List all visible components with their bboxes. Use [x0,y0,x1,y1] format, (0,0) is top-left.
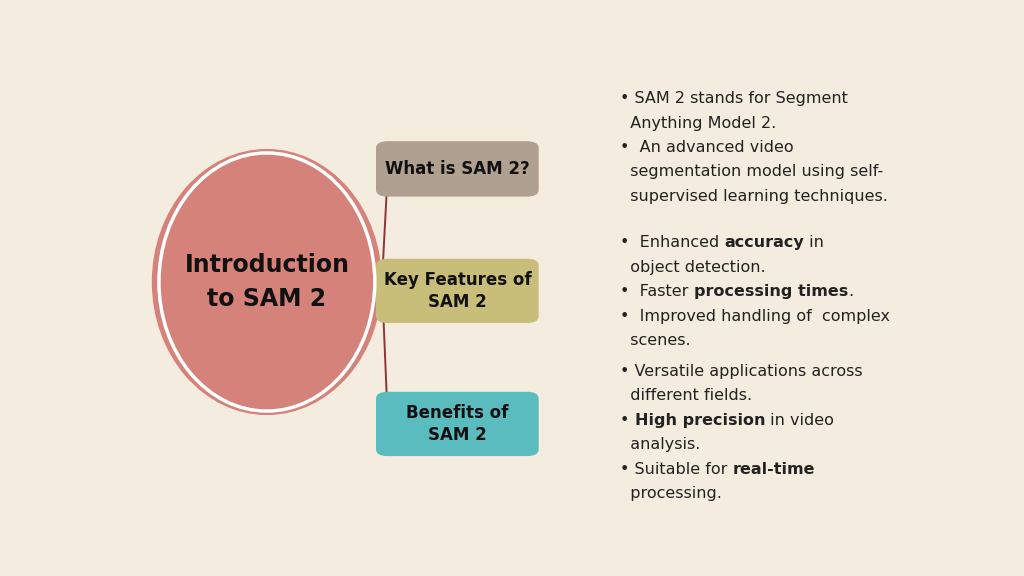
Ellipse shape [152,149,382,415]
Text: •  An advanced video: • An advanced video [620,140,794,155]
Text: What is SAM 2?: What is SAM 2? [385,160,529,178]
Text: Key Features of
SAM 2: Key Features of SAM 2 [384,271,531,311]
Text: Anything Model 2.: Anything Model 2. [620,116,776,131]
Text: •  Faster: • Faster [620,284,693,299]
Text: processing times: processing times [693,284,848,299]
Text: .: . [848,284,853,299]
Text: in: in [804,236,824,251]
Text: accuracy: accuracy [724,236,804,251]
Text: Benefits of
SAM 2: Benefits of SAM 2 [407,404,509,444]
Text: scenes.: scenes. [620,333,690,348]
Text: real-time: real-time [732,461,815,476]
Text: supervised learning techniques.: supervised learning techniques. [620,189,888,204]
Text: analysis.: analysis. [620,437,700,452]
Text: different fields.: different fields. [620,388,753,403]
FancyBboxPatch shape [376,141,539,196]
Text: • SAM 2 stands for Segment: • SAM 2 stands for Segment [620,92,848,107]
Text: processing.: processing. [620,486,722,501]
Text: • Versatile applications across: • Versatile applications across [620,364,862,379]
Text: •  Enhanced: • Enhanced [620,236,724,251]
Text: segmentation model using self-: segmentation model using self- [620,165,884,180]
Text: object detection.: object detection. [620,260,766,275]
FancyBboxPatch shape [376,259,539,323]
FancyBboxPatch shape [376,392,539,456]
Text: Introduction
to SAM 2: Introduction to SAM 2 [184,253,349,311]
Text: •: • [620,413,635,428]
Text: in video: in video [765,413,834,428]
Text: • Suitable for: • Suitable for [620,461,732,476]
Text: High precision: High precision [635,413,765,428]
Text: •  Improved handling of  complex: • Improved handling of complex [620,309,890,324]
